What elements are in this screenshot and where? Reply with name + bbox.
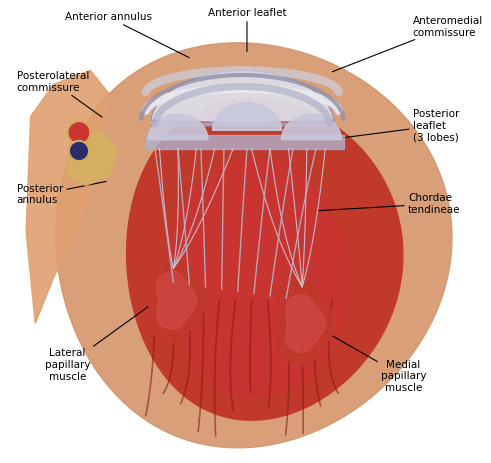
Text: Anterior annulus: Anterior annulus [65,13,189,58]
Polygon shape [157,272,196,330]
Polygon shape [146,135,344,149]
Polygon shape [150,70,334,125]
Polygon shape [26,70,109,324]
Polygon shape [149,259,207,342]
Polygon shape [56,43,452,448]
Polygon shape [285,294,326,352]
Text: Anteromedial
commissure: Anteromedial commissure [332,16,483,72]
Polygon shape [164,158,348,397]
Text: Posterior
leaflet
(3 lobes): Posterior leaflet (3 lobes) [332,109,459,142]
Text: Lateral
papillary
muscle: Lateral papillary muscle [45,307,148,382]
Polygon shape [281,114,341,139]
Circle shape [67,121,90,144]
Text: Medial
papillary
muscle: Medial papillary muscle [309,323,426,393]
Circle shape [69,141,89,161]
Text: Chordae
tendineae: Chordae tendineae [319,193,461,215]
Polygon shape [67,130,118,186]
Polygon shape [148,114,208,139]
Polygon shape [278,282,335,365]
Polygon shape [127,98,403,420]
Text: Anterior leaflet: Anterior leaflet [208,8,286,51]
Polygon shape [213,103,281,130]
Text: Posterior
annulus: Posterior annulus [17,181,106,206]
Text: Posterolateral
commissure: Posterolateral commissure [17,71,102,117]
